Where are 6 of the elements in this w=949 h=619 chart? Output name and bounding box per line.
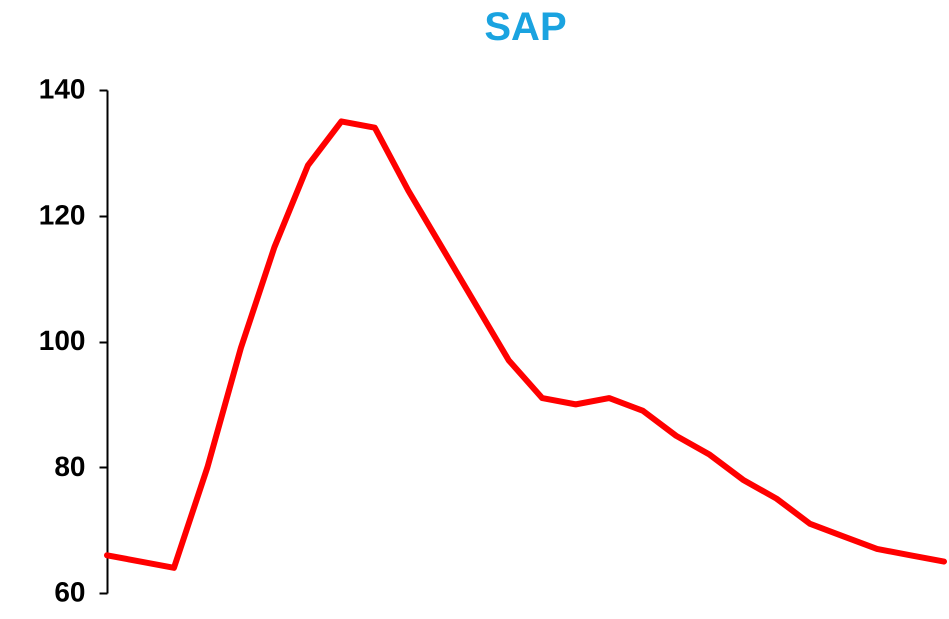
y-tick-label: 100	[38, 325, 86, 356]
y-tick-label: 60	[54, 576, 86, 608]
y-tick-label: 120	[38, 199, 86, 230]
y-tick-label: 80	[54, 450, 86, 482]
y-tick-label: 140	[38, 74, 86, 104]
chart-title: SAP	[484, 5, 567, 49]
